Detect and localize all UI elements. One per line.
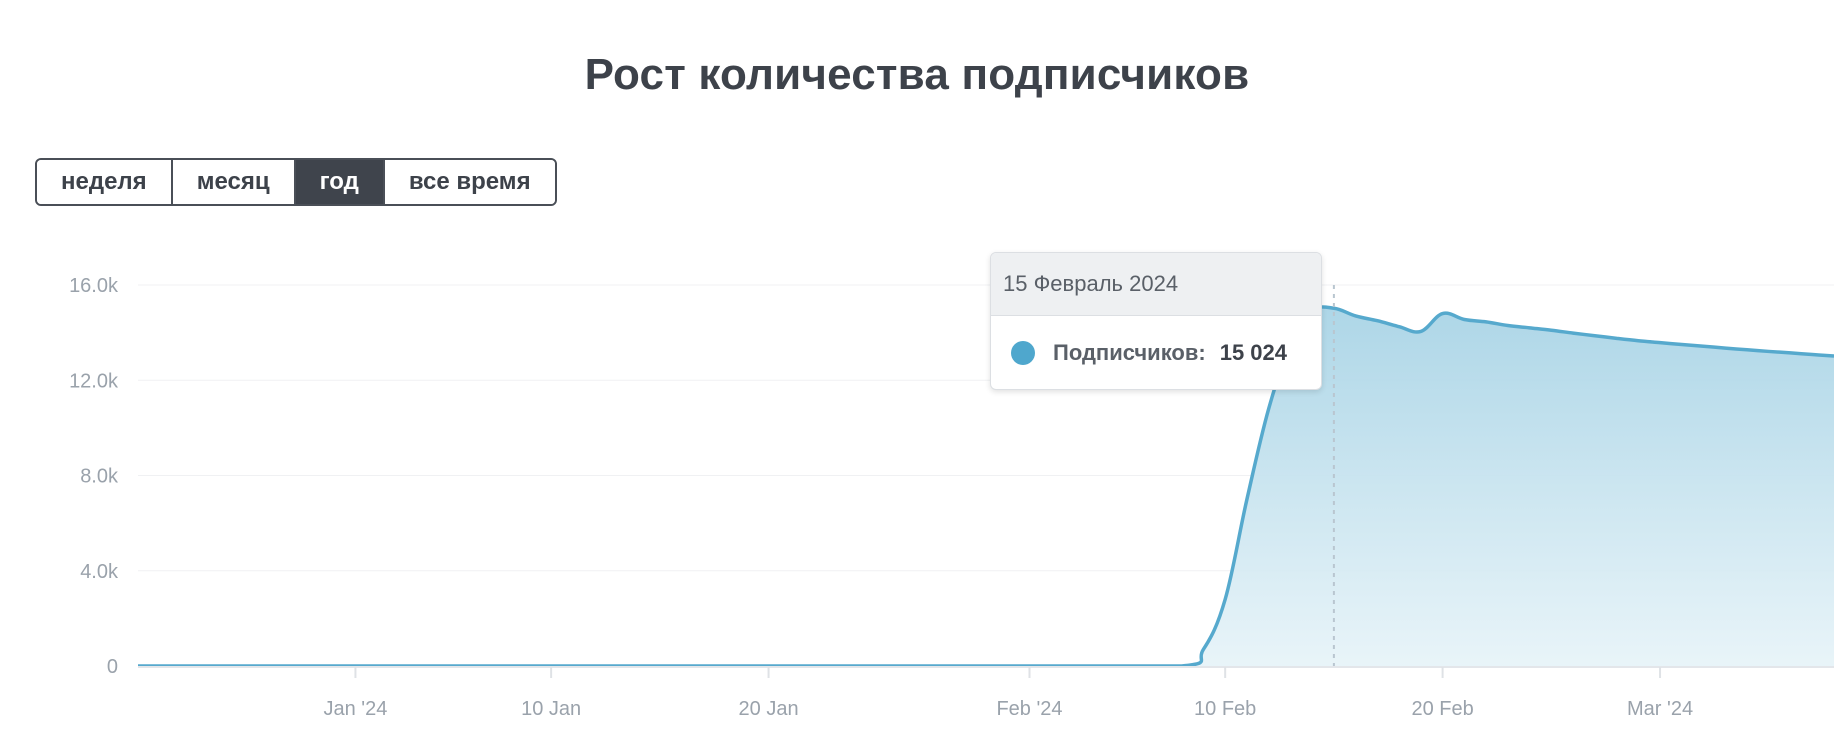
tooltip-date: 15 Февраль 2024 <box>991 253 1321 316</box>
tooltip-series-label: Подписчиков: <box>1053 339 1206 365</box>
series-dot-icon <box>1011 340 1035 365</box>
x-tick-label: 20 Jan <box>739 698 799 720</box>
range-year-button[interactable]: год <box>295 160 385 204</box>
x-tick-label: Feb '24 <box>996 698 1062 720</box>
y-tick-label: 8.0k <box>80 466 119 488</box>
range-week-button[interactable]: неделя <box>37 160 173 204</box>
x-tick-label: 10 Jan <box>521 698 581 720</box>
tooltip-value: 15 024 <box>1219 339 1288 365</box>
y-tick-label: 4.0k <box>80 561 119 583</box>
y-tick-label: 0 <box>107 656 118 678</box>
x-tick-label: Mar '24 <box>1627 698 1693 720</box>
x-tick-label: 20 Feb <box>1411 698 1473 720</box>
series-area-fill <box>138 306 1834 666</box>
time-range-selector: неделя месяц год все время <box>35 158 557 206</box>
range-all-time-button[interactable]: все время <box>384 160 555 204</box>
chart-title: Рост количества подписчиков <box>584 50 1250 99</box>
chart-tooltip: 15 Февраль 2024 Подписчиков: 15 024 <box>990 252 1322 390</box>
y-tick-label: 12.0k <box>69 370 119 392</box>
x-tick-label: Jan '24 <box>323 698 387 720</box>
range-month-button[interactable]: месяц <box>172 160 296 204</box>
y-tick-label: 16.0k <box>69 275 119 297</box>
x-tick-label: 10 Feb <box>1194 698 1256 720</box>
tooltip-body: Подписчиков: 15 024 <box>991 316 1321 389</box>
